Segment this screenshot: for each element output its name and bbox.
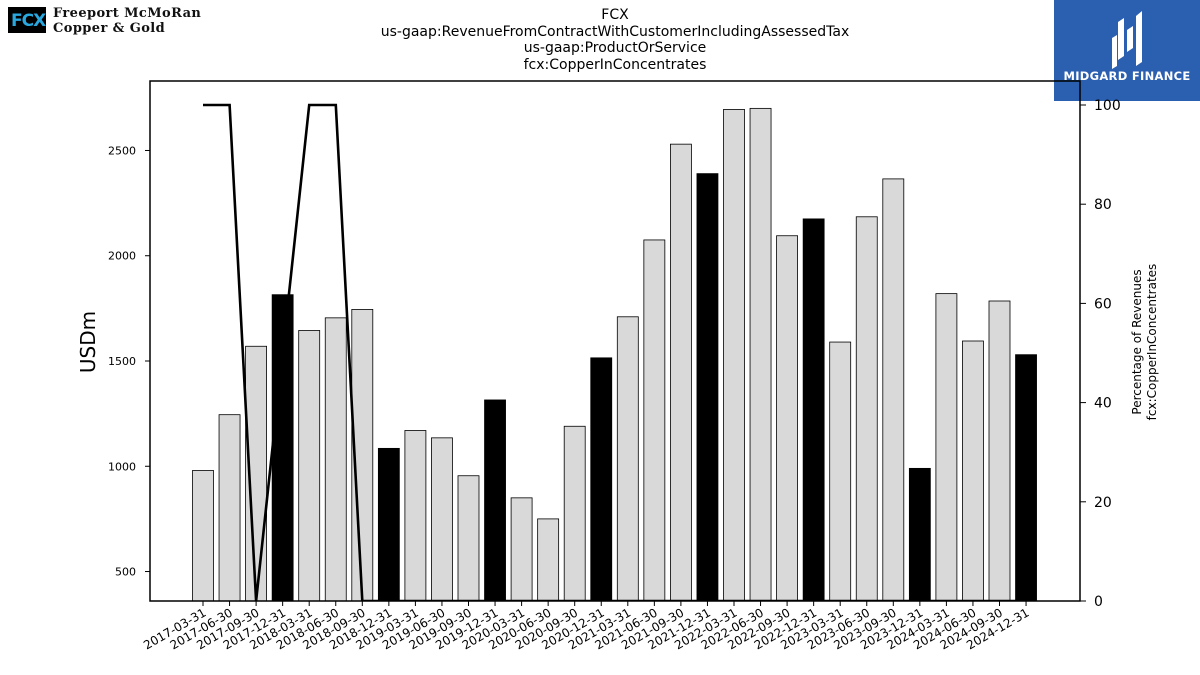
- y2-tick-label: 100: [1094, 98, 1121, 114]
- bar-2019-03-31: [404, 430, 427, 602]
- y2-tick-label: 0: [1094, 594, 1103, 610]
- bar-2020-12-31: [590, 357, 613, 602]
- bar-2021-06-30: [643, 239, 666, 602]
- bar-2024-12-31: [1015, 354, 1037, 602]
- bar-2023-06-30: [855, 216, 878, 602]
- bar-2024-03-31: [935, 293, 958, 602]
- bar-2018-12-31: [377, 447, 400, 602]
- bar-2022-03-31: [723, 109, 745, 602]
- logo-company-subtitle: Copper & Gold: [53, 21, 166, 36]
- company-logo: FCX Freeport McMoRan Copper & Gold: [8, 6, 213, 38]
- y2-axis-label-line: fcx:CopperInConcentrates: [1145, 264, 1159, 421]
- bar-2023-12-31: [908, 467, 931, 602]
- bar-2024-06-30: [962, 340, 984, 602]
- bar-2018-06-30: [324, 317, 347, 602]
- y2-tick-label: 40: [1094, 396, 1112, 412]
- bar-2020-03-31: [510, 497, 533, 602]
- plot-frame: [149, 80, 1081, 602]
- y-tick-label: 1000: [108, 460, 136, 473]
- bar-2018-03-31: [298, 330, 321, 602]
- y-tick-label: 500: [115, 566, 136, 579]
- title-line-member: fcx:CopperInConcentrates: [523, 56, 707, 73]
- bar-2017-12-31: [271, 294, 294, 602]
- title-line-axis: us-gaap:ProductOrService: [523, 40, 707, 56]
- bar-2017-06-30: [218, 414, 241, 602]
- title-line-ticker: FCX: [601, 7, 629, 23]
- bar-2021-09-30: [670, 143, 692, 602]
- bar-2019-12-31: [484, 399, 506, 602]
- bar-2022-06-30: [749, 107, 772, 602]
- bar-2020-06-30: [537, 518, 560, 602]
- y2-axis-label-line: Percentage of Revenues: [1130, 269, 1144, 414]
- brand-logo-icon: [1112, 11, 1142, 69]
- brand-name: MIDGARD FINANCE: [1063, 69, 1191, 83]
- bar-2024-09-30: [988, 300, 1011, 602]
- bar-2021-12-31: [696, 173, 719, 602]
- title-line-concept: us-gaap:RevenueFromContractWithCustomerI…: [380, 23, 850, 40]
- chart-title: FCX us-gaap:RevenueFromContractWithCusto…: [315, 7, 915, 73]
- bar-2022-12-31: [802, 218, 825, 602]
- bar-2019-06-30: [431, 437, 453, 602]
- bar-2021-03-31: [616, 316, 639, 602]
- y2-tick-label: 20: [1094, 495, 1112, 511]
- bar-2023-09-30: [882, 178, 905, 602]
- logo-company-name: Freeport McMoRan: [53, 6, 202, 21]
- bar-2017-03-31: [192, 470, 214, 602]
- y-tick-label: 2500: [108, 144, 136, 157]
- y2-tick-label: 80: [1094, 197, 1112, 213]
- y-axis-label: USDm: [76, 311, 100, 373]
- bars-group: [192, 107, 1037, 602]
- fcx-logo-mark: FCX: [8, 7, 46, 33]
- y-tick-label: 1500: [108, 355, 136, 368]
- brand-badge: MIDGARD FINANCE: [1054, 0, 1200, 101]
- y-tick-label: 2000: [108, 250, 136, 263]
- bar-2023-03-31: [829, 341, 852, 602]
- bar-2022-09-30: [776, 235, 798, 602]
- bar-2019-09-30: [457, 475, 480, 602]
- logo-mark-text: FCX: [11, 11, 46, 31]
- bar-2020-09-30: [563, 425, 586, 602]
- y2-tick-label: 60: [1094, 296, 1112, 312]
- axes-group: 50010001500200025000204060801002017-03-3…: [76, 80, 1159, 652]
